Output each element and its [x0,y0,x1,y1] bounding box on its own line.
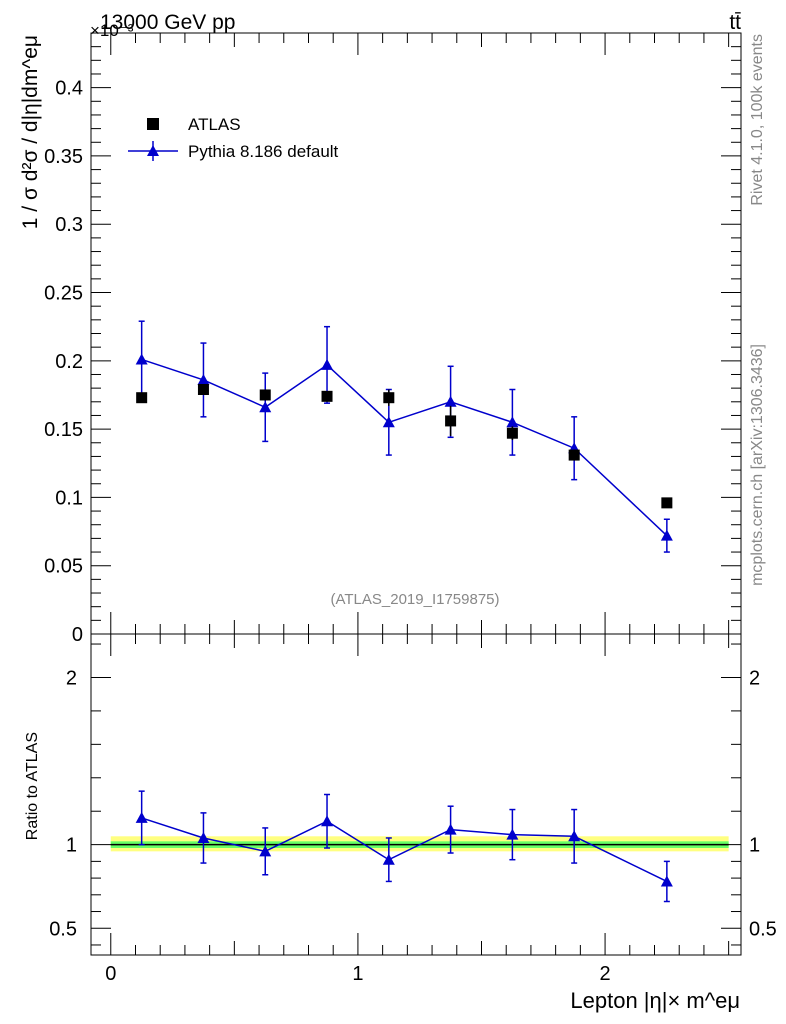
ratio-mc-point [444,823,457,835]
main-y-tick-label: 0.05 [44,556,83,578]
main-y-tick-label: 0 [72,624,83,646]
main-y-tick-label: 0.25 [44,283,83,305]
ratio-mc-point [568,830,581,842]
x-tick-label: 1 [352,963,363,985]
legend-mc-label: Pythia 8.186 default [188,142,339,161]
ratio-y-tick-label: 1 [66,835,77,857]
mcplots-label: mcplots.cern.ch [arXiv:1306.3436] [749,344,766,586]
ratio-mc-point [660,875,673,887]
ratio-mc-point [382,853,395,865]
process-label: tt̄ [729,11,741,34]
atlas-point [661,497,673,509]
mc-point [135,353,148,365]
main-y-tick-label: 0.4 [55,78,83,100]
atlas-point [568,449,580,461]
main-y-tick-label: 0.2 [55,351,83,373]
ratio-mc-point [321,815,334,827]
main-panel: 0 0.05 0.1 0.15 0.2 0.25 0.3 0.35 0.4 [44,32,742,646]
main-y-tick-label: 0.35 [44,146,83,168]
atlas-point [197,384,209,396]
ratio-frame [90,633,742,956]
ratio-mc-point [259,845,272,857]
ratio-y-tick-label-right: 0.5 [749,918,777,940]
energy-label: 13000 GeV pp [100,11,235,34]
ratio-mc-point [506,828,519,840]
x-tick-label: 2 [600,963,611,985]
mc-line [141,358,668,537]
x-axis-title: Lepton |η|× m^eμ [570,988,740,1013]
y-exponent-label: ×10⁻³ [90,21,134,40]
atlas-point [136,392,148,404]
legend: ATLAS Pythia 8.186 default [128,115,339,161]
mc-point [506,416,519,428]
ratio-y-tick-label-right: 1 [749,835,760,857]
main-y-axis-title: 1 / σ d²σ / d|η|dm^eμ [19,35,42,229]
legend-mc-marker [147,145,159,156]
mc-point [382,416,395,428]
main-y-tick-label: 0.1 [55,487,83,509]
ratio-y-tick-label: 2 [66,667,77,689]
legend-data-marker [147,118,159,130]
mc-point [321,358,334,370]
x-tick-label: 0 [105,963,116,985]
mc-point [444,395,457,407]
ratio-y-tick-label: 0.5 [49,918,77,940]
ratio-mc-point [197,831,210,843]
mc-point [259,401,272,413]
analysis-label: (ATLAS_2019_I1759875) [330,591,499,608]
mc-point [197,373,210,385]
main-y-tick-label: 0.15 [44,419,83,441]
atlas-point [321,390,333,402]
mc-point [660,529,673,541]
legend-data-label: ATLAS [188,115,241,134]
ratio-y-axis-title: Ratio to ATLAS [24,732,41,840]
main-y-tick-label: 0.3 [55,214,83,236]
ratio-y-tick-label-right: 2 [749,667,760,689]
atlas-point [506,427,518,439]
atlas-point [383,392,395,404]
atlas-point [259,389,271,401]
rivet-label: Rivet 4.1.0, 100k events [749,34,766,206]
ratio-mc-point [135,811,148,823]
atlas-point [445,415,457,427]
ratio-panel: 0 1 2 0.5 0.5 1 1 2 2 [49,633,777,985]
